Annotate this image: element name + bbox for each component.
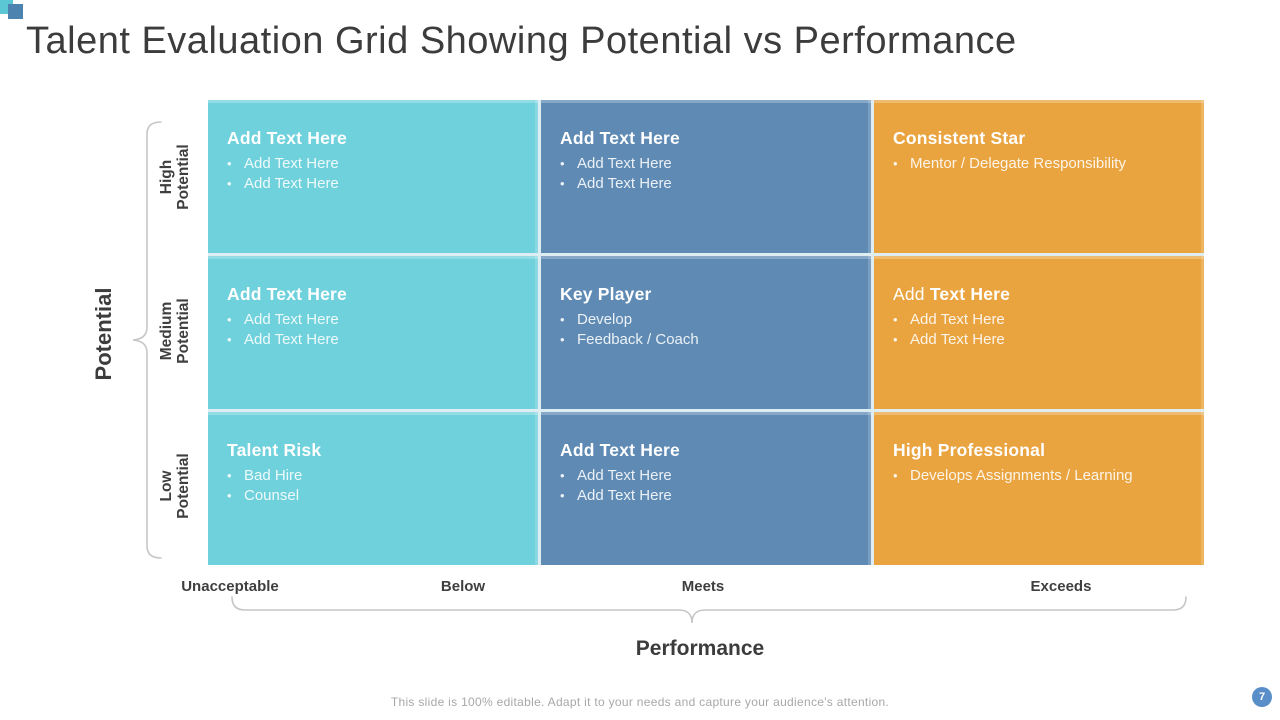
row-label-line: Medium <box>158 301 175 361</box>
cell-bullet: • Add Text Here <box>893 310 1188 330</box>
x-axis-label-below: Below <box>440 578 486 595</box>
header-text: Add Text Here <box>560 440 680 460</box>
header-text: Talent Risk <box>227 440 322 460</box>
header-text: Add Text Here <box>227 128 347 148</box>
bullet-text: Add Text Here <box>910 311 1005 328</box>
x-axis-label-unacceptable: Unacceptable <box>181 578 279 595</box>
header-text: High Professional <box>893 440 1046 460</box>
bullet-icon: • <box>893 156 898 171</box>
cell-high-unacceptable[interactable]: Add Text Here • Add Text Here • Add Text H… <box>208 100 538 253</box>
row-label-line: Potential <box>175 298 192 364</box>
cell-high-professional[interactable]: High Professional • Develops Assignments … <box>874 412 1204 565</box>
x-axis-label-meets: Meets <box>681 578 725 595</box>
cell-header: Talent Risk <box>227 439 522 461</box>
bullet-text: Add Text Here <box>244 331 339 348</box>
cell-bullet: • Add Text Here <box>560 174 855 194</box>
cell-bullet: • Mentor / Delegate Responsibility <box>893 154 1188 174</box>
row-label-high-potential: High Potential <box>158 144 192 209</box>
cell-bullet: • Add Text Here <box>560 154 855 174</box>
bullet-text: Add Text Here <box>577 155 672 172</box>
bullet-text: Add Text Here <box>577 467 672 484</box>
bullet-text: Add Text Here <box>244 311 339 328</box>
bullet-text: Bad Hire <box>244 467 303 484</box>
row-label-line: Potential <box>175 144 192 210</box>
bullet-text: Develop <box>577 311 633 328</box>
performance-brace <box>231 596 1187 624</box>
cell-bullet: • Counsel <box>227 486 522 506</box>
bullet-text: Add Text Here <box>910 331 1005 348</box>
bullet-icon: • <box>893 332 898 347</box>
cell-medium-unacceptable[interactable]: Add Text Here • Add Text Here • Add Text H… <box>208 256 538 409</box>
cell-header: Add Text Here <box>893 283 1188 305</box>
bullet-icon: • <box>560 488 565 503</box>
bullet-icon: • <box>560 176 565 191</box>
cell-talent-risk[interactable]: Talent Risk • Bad Hire • Counsel <box>208 412 538 565</box>
cell-bullet: • Develops Assignments / Learning <box>893 466 1188 486</box>
header-text: Add Text Here <box>560 128 680 148</box>
cell-consistent-star[interactable]: Consistent Star • Mentor / Delegate Respo… <box>874 100 1204 253</box>
bullet-icon: • <box>227 488 232 503</box>
bullet-icon: • <box>227 176 232 191</box>
cell-bullet: • Feedback / Coach <box>560 330 855 350</box>
header-text: Add <box>893 284 930 304</box>
bullet-icon: • <box>227 312 232 327</box>
x-axis-label-exceeds: Exceeds <box>1030 578 1092 595</box>
row-label-low-potential: Low Potential <box>158 453 192 518</box>
bullet-text: Counsel <box>244 487 300 504</box>
bullet-text: Add Text Here <box>244 175 339 192</box>
cell-header: Add Text Here <box>227 283 522 305</box>
cell-bullet: • Add Text Here <box>893 330 1188 350</box>
corner-decoration <box>0 0 40 30</box>
bullet-icon: • <box>227 468 232 483</box>
footer-note: This slide is 100% editable. Adapt it to… <box>390 695 890 709</box>
x-axis-title: Performance <box>635 637 765 660</box>
row-label-line: Low <box>158 470 175 502</box>
page-number-badge: 7 <box>1252 687 1272 707</box>
cell-bullet: • Develop <box>560 310 855 330</box>
row-label-line: High <box>158 159 175 195</box>
cell-bullet: • Add Text Here <box>227 174 522 194</box>
cell-header: Add Text Here <box>227 127 522 149</box>
cell-bullet: • Add Text Here <box>227 310 522 330</box>
y-axis-title: Potential <box>91 287 116 381</box>
cell-bullet: • Bad Hire <box>227 466 522 486</box>
bullet-icon: • <box>560 156 565 171</box>
talent-matrix: Add Text Here • Add Text Here • Add Text H… <box>208 100 1204 565</box>
bullet-icon: • <box>227 156 232 171</box>
cell-low-meets[interactable]: Add Text Here • Add Text Here • Add Text H… <box>541 412 871 565</box>
cell-header: Consistent Star <box>893 127 1188 149</box>
cell-key-player[interactable]: Key Player • Develop • Feedback / Coach <box>541 256 871 409</box>
cell-header: Add Text Here <box>560 439 855 461</box>
header-text: Text Here <box>929 284 1011 304</box>
bullet-icon: • <box>560 468 565 483</box>
bullet-icon: • <box>227 332 232 347</box>
bullet-text: Develops Assignments / Learning <box>910 467 1133 484</box>
cell-bullet: • Add Text Here <box>227 330 522 350</box>
bullet-icon: • <box>560 332 565 347</box>
bullet-text: Add Text Here <box>577 175 672 192</box>
page-title: Talent Evaluation Grid Showing Potential… <box>26 20 1017 62</box>
bullet-icon: • <box>893 312 898 327</box>
header-text: Add Text Here <box>227 284 347 304</box>
cell-high-below[interactable]: Add Text Here • Add Text Here • Add Text H… <box>541 100 871 253</box>
cell-bullet: • Add Text Here <box>560 466 855 486</box>
bullet-text: Add Text Here <box>577 487 672 504</box>
cell-medium-exceeds[interactable]: Add Text Here • Add Text Here • Add Text H… <box>874 256 1204 409</box>
bullet-icon: • <box>560 312 565 327</box>
bullet-text: Add Text Here <box>244 155 339 172</box>
header-text: Consistent Star <box>893 128 1026 148</box>
cell-bullet: • Add Text Here <box>560 486 855 506</box>
row-label-line: Potential <box>175 453 192 519</box>
cell-header: Add Text Here <box>560 127 855 149</box>
bullet-icon: • <box>893 468 898 483</box>
row-label-medium-potential: Medium Potential <box>158 298 192 363</box>
bullet-text: Feedback / Coach <box>577 331 699 348</box>
bullet-text: Mentor / Delegate Responsibility <box>910 155 1126 172</box>
cell-bullet: • Add Text Here <box>227 154 522 174</box>
cell-header: Key Player <box>560 283 855 305</box>
blue-square-icon <box>8 4 23 19</box>
header-text: Key Player <box>560 284 652 304</box>
potential-brace <box>132 121 162 559</box>
cell-header: High Professional <box>893 439 1188 461</box>
